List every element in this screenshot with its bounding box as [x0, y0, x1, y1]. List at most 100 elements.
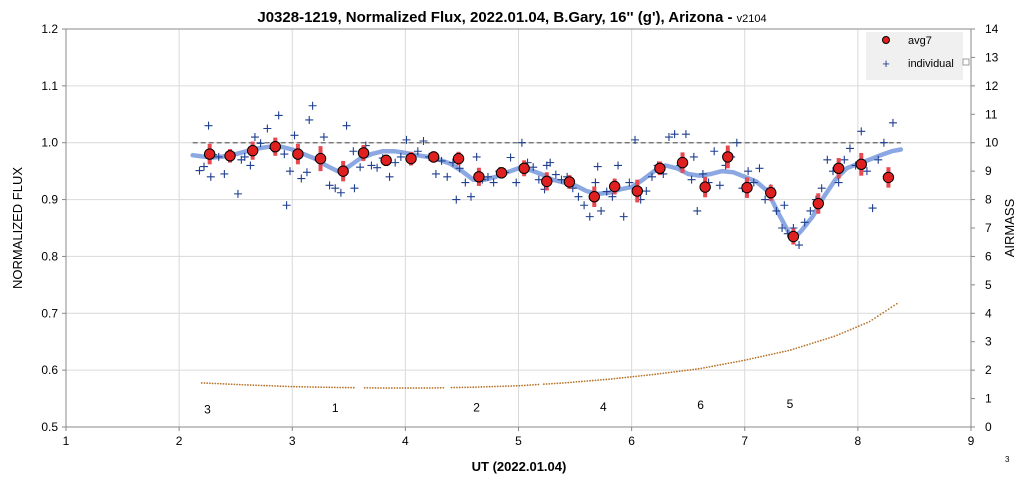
airmass-point [333, 386, 336, 389]
individual-point [282, 201, 291, 210]
individual-point [489, 178, 498, 187]
airmass-point [866, 321, 868, 324]
individual-point [452, 195, 461, 204]
airmass-point [559, 382, 562, 385]
y-axis-label: NORMALIZED FLUX [10, 167, 25, 289]
airmass-point [442, 386, 445, 389]
airmass-point [646, 374, 648, 377]
airmass-point [268, 384, 271, 387]
airmass-point [537, 383, 540, 386]
airmass-point [317, 386, 320, 389]
airmass-point [266, 384, 268, 387]
airmass-point [885, 309, 887, 312]
airmass-point [385, 387, 388, 389]
airmass-point [331, 386, 333, 389]
annotation-label: 2 [473, 401, 480, 415]
avg7-point [855, 158, 867, 171]
individual-point [761, 195, 770, 204]
airmass-point [285, 385, 287, 388]
individual-point [542, 161, 551, 170]
individual-point [220, 169, 229, 178]
annotation-label: 1 [332, 401, 339, 415]
airmass-point [328, 386, 331, 389]
individual-point [256, 139, 265, 148]
individual-point [591, 178, 600, 187]
airmass-point [844, 330, 847, 333]
airmass-point [689, 368, 692, 371]
airmass-point [439, 386, 442, 389]
airmass-point [428, 387, 431, 389]
airmass-point [694, 368, 697, 371]
airmass-point [314, 386, 317, 388]
y2-tick-label: 0 [985, 420, 992, 434]
airmass-point [494, 385, 496, 388]
airmass-point [722, 363, 724, 366]
airmass-point [290, 385, 293, 388]
avg7-point [427, 151, 440, 163]
individual-point [868, 204, 877, 213]
x-tick-label: 1 [63, 434, 70, 448]
individual-point [710, 147, 719, 156]
airmass-point [466, 386, 469, 389]
airmass-point [627, 376, 629, 379]
airmass-point [667, 371, 670, 374]
individual-point [302, 168, 311, 177]
airmass-point [651, 373, 654, 376]
airmass-point [214, 382, 217, 385]
airmass-point [203, 382, 206, 384]
individual-point [800, 218, 809, 227]
avg7-point [495, 167, 508, 179]
individual-point [664, 133, 673, 142]
airmass-point [773, 352, 776, 355]
airmass-point [521, 384, 524, 387]
airmass-point [871, 318, 874, 321]
airmass-point [632, 375, 635, 378]
avg7-point [832, 162, 845, 175]
airmass-point [648, 373, 651, 376]
airmass-point [792, 348, 795, 351]
avg7-point [676, 156, 689, 169]
airmass-point [515, 384, 518, 387]
individual-point [200, 162, 209, 171]
avg7-point [405, 152, 417, 165]
x-tick-label: 2 [176, 434, 183, 448]
individual-point [614, 161, 623, 170]
individual-point [356, 163, 365, 172]
avg7-point [812, 197, 824, 210]
x-tick-label: 8 [855, 434, 862, 448]
individual-point [290, 131, 299, 140]
airmass-point [811, 342, 814, 345]
airmass-point [724, 362, 727, 365]
airmass-point [336, 386, 339, 389]
airmass-point [282, 385, 285, 388]
airmass-point [876, 315, 879, 318]
airmass-point [556, 382, 559, 385]
airmass-point [564, 381, 567, 384]
airmass-point [418, 387, 420, 389]
airmass-point [263, 384, 266, 387]
airmass-point [730, 361, 733, 364]
individual-point [834, 178, 843, 187]
airmass-point [420, 387, 423, 389]
airmass-point [738, 360, 741, 363]
avg7-point [608, 180, 621, 193]
airmass-point [678, 370, 681, 373]
airmass-point [817, 340, 819, 343]
airmass-point [241, 383, 244, 386]
avg7-point [882, 171, 895, 184]
airmass-point [363, 386, 366, 389]
individual-point [698, 169, 707, 178]
airmass-point [580, 380, 583, 383]
airmass-point [276, 385, 279, 387]
individual-point [862, 167, 871, 176]
airmass-point [390, 387, 393, 389]
airmass-point [868, 320, 871, 323]
legend-avg7-marker [882, 36, 890, 44]
airmass-point [670, 371, 673, 374]
airmass-point [735, 360, 738, 363]
individual-point [250, 133, 259, 142]
airmass-point [247, 384, 249, 386]
airmass-point [882, 311, 885, 314]
individual-point [608, 192, 617, 201]
avg7-point [787, 230, 800, 243]
